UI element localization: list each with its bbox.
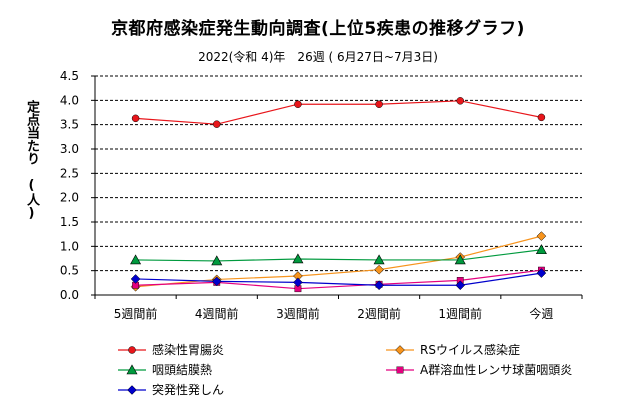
data-point: [292, 253, 304, 264]
data-point: [536, 268, 547, 278]
x-tick-label: 4週間前: [195, 306, 239, 321]
legend-label: 感染性胃腸炎: [152, 342, 224, 357]
data-point: [294, 100, 302, 108]
legend-label: 突発性発しん: [152, 382, 224, 397]
legend-marker: [126, 364, 138, 375]
data-point: [213, 120, 221, 128]
y-tick-label: 2.5: [60, 166, 79, 180]
legend-marker: [396, 366, 404, 374]
legend-marker: [127, 385, 137, 395]
chart-title: 京都府感染症発生動向調査(上位5疾患の推移グラフ): [111, 19, 525, 39]
data-point: [455, 280, 466, 291]
data-point: [374, 280, 384, 291]
y-tick-label: 4.5: [60, 69, 79, 83]
data-point: [211, 276, 222, 287]
data-point: [375, 100, 383, 108]
data-point: [537, 113, 546, 122]
y-tick-label: 1.5: [60, 215, 79, 229]
y-tick-label: 4.0: [60, 93, 79, 107]
legend-label: A群溶血性レンサ球菌咽頭炎: [420, 362, 572, 377]
y-tick-label: 2.0: [60, 191, 79, 205]
y-axis-label: 定点当たり (人): [24, 100, 39, 221]
data-point: [130, 274, 141, 284]
legend-marker: [128, 346, 136, 354]
data-point: [130, 254, 142, 265]
chart-subtitle: 2022(令和 4)年 26週 ( 6月27日~7月3日): [198, 50, 438, 64]
data-point: [131, 114, 140, 123]
data-point: [374, 264, 384, 275]
y-tick-label: 0.5: [60, 264, 79, 278]
y-tick-label: 0.0: [60, 288, 79, 302]
data-point: [211, 255, 223, 266]
x-tick-label: 5週間前: [114, 306, 158, 321]
x-tick-label: 2週間前: [357, 306, 401, 321]
legend-marker: [395, 345, 405, 355]
y-tick-label: 3.0: [60, 142, 79, 156]
data-point: [293, 277, 303, 288]
series-line: [135, 235, 542, 288]
data-point: [373, 254, 385, 265]
data-point: [454, 254, 466, 265]
data-point: [456, 97, 464, 105]
series-line: [135, 269, 542, 290]
series-line: [135, 100, 542, 125]
data-point: [535, 244, 547, 255]
legend-label: RSウイルス感染症: [420, 342, 520, 357]
series-line: [135, 272, 542, 286]
legend-label: 咽頭結膜熱: [152, 363, 212, 377]
y-tick-label: 3.5: [60, 118, 79, 132]
x-tick-label: 今週: [529, 306, 553, 321]
y-tick-label: 1.0: [60, 239, 79, 253]
x-tick-label: 1週間前: [438, 306, 482, 321]
x-tick-label: 3週間前: [276, 306, 320, 321]
series-line: [135, 249, 542, 262]
data-point: [536, 231, 547, 241]
